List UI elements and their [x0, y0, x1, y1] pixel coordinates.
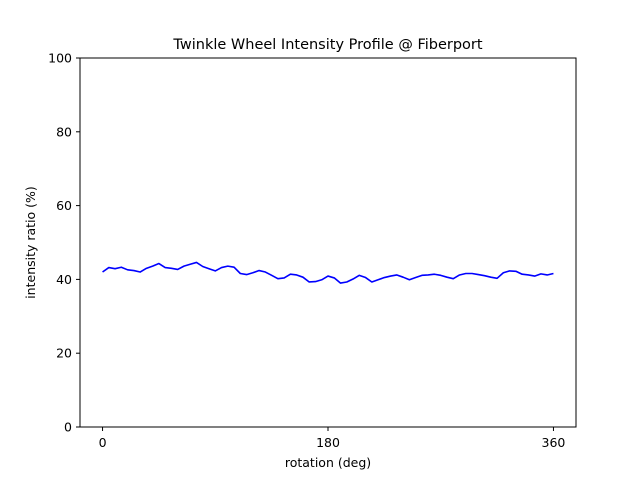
x-tick-label: 360	[542, 435, 566, 450]
y-tick-label: 80	[56, 124, 72, 139]
data-series-line	[102, 261, 554, 284]
x-tick-label: 0	[99, 435, 107, 450]
x-axis-ticks: 0 180 360	[99, 427, 566, 450]
x-axis-label: rotation (deg)	[285, 455, 371, 470]
y-tick-label: 40	[56, 272, 72, 287]
plot-area	[80, 58, 576, 427]
y-tick-label: 60	[56, 198, 72, 213]
plot-frame	[79, 57, 577, 428]
y-axis-label: intensity ratio (%)	[23, 186, 38, 299]
y-tick-label: 100	[48, 51, 72, 66]
chart-title: Twinkle Wheel Intensity Profile @ Fiberp…	[172, 37, 482, 53]
y-axis-ticks: 0 20 40 60 80 100	[48, 51, 80, 435]
y-tick-label: 0	[64, 420, 72, 435]
y-tick-label: 20	[56, 346, 72, 361]
x-tick-label: 180	[316, 435, 340, 450]
